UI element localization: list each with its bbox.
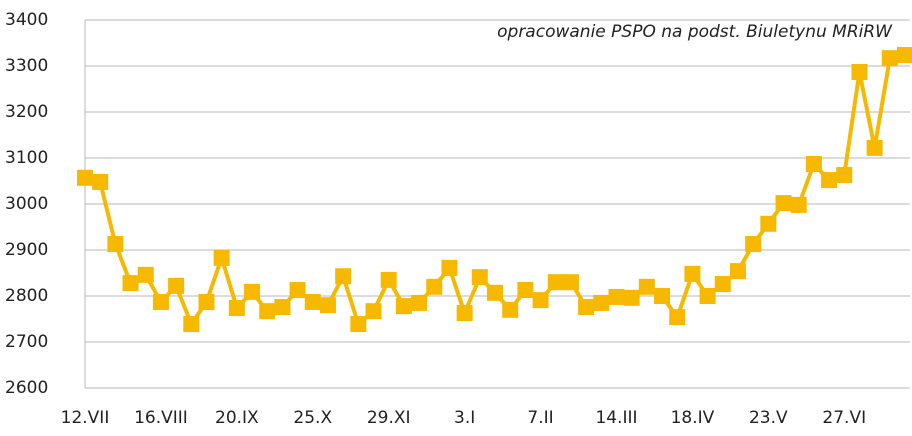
marker <box>441 259 458 276</box>
y-tick-label: 2800 <box>5 286 48 306</box>
x-tick-label: 16.VIII <box>134 408 188 428</box>
series-line <box>84 53 906 327</box>
marker <box>456 305 473 322</box>
marker <box>790 196 807 213</box>
marker <box>289 282 306 299</box>
marker <box>821 172 838 189</box>
marker <box>411 294 428 311</box>
marker <box>168 277 185 294</box>
marker <box>593 294 610 311</box>
marker <box>836 167 853 184</box>
marker <box>623 289 640 306</box>
marker <box>228 299 245 316</box>
x-tick-label: 12.VII <box>61 408 110 428</box>
marker <box>866 139 883 156</box>
marker <box>714 276 731 293</box>
marker <box>638 278 655 295</box>
marker <box>760 215 777 232</box>
marker <box>502 301 519 318</box>
y-tick-label: 3400 <box>5 10 48 30</box>
annotation: opracowanie PSPO na podst. Biuletynu MRi… <box>497 22 893 42</box>
marker <box>775 195 792 212</box>
marker <box>729 263 746 280</box>
marker <box>562 274 579 291</box>
y-tick-label: 3200 <box>5 102 48 122</box>
marker <box>92 173 109 190</box>
y-tick-label: 2900 <box>5 240 48 260</box>
marker <box>274 299 291 316</box>
marker <box>259 303 276 320</box>
x-tick-label: 18.IV <box>671 408 715 428</box>
x-tick-label: 25.X <box>293 408 332 428</box>
marker <box>335 268 352 285</box>
x-tick-label: 20.IX <box>215 408 259 428</box>
x-tick-label: 23.V <box>749 408 788 428</box>
marker <box>547 274 564 291</box>
marker <box>532 292 549 309</box>
marker <box>881 50 898 67</box>
marker <box>183 316 200 333</box>
marker <box>152 293 169 310</box>
x-tick-label: 14.III <box>595 408 637 428</box>
y-tick-label: 2600 <box>5 378 48 398</box>
marker <box>684 265 701 282</box>
marker <box>745 236 762 253</box>
marker <box>897 46 912 63</box>
marker <box>578 299 595 316</box>
marker <box>805 155 822 172</box>
marker <box>137 266 154 283</box>
marker <box>471 269 488 286</box>
marker <box>380 271 397 288</box>
x-tick-label: 27.VI <box>822 408 866 428</box>
marker <box>107 236 124 253</box>
x-tick-label: 7.II <box>527 408 553 428</box>
marker <box>395 298 412 315</box>
marker <box>198 293 215 310</box>
marker <box>517 282 534 299</box>
y-tick-label: 3100 <box>5 148 48 168</box>
marker <box>304 293 321 310</box>
marker <box>122 275 139 292</box>
marker <box>851 63 868 80</box>
x-tick-label: 29.XI <box>367 408 411 428</box>
marker <box>426 278 443 295</box>
marker <box>487 284 503 301</box>
y-tick-label: 3300 <box>5 56 48 76</box>
y-tick-label: 2700 <box>5 332 48 352</box>
marker <box>77 169 93 186</box>
x-tick-label: 3.I <box>454 408 475 428</box>
y-tick-label: 3000 <box>5 194 48 214</box>
marker <box>608 288 625 305</box>
marker <box>669 309 686 326</box>
marker <box>244 283 261 300</box>
marker <box>699 288 716 304</box>
marker <box>213 249 230 266</box>
marker <box>319 297 336 314</box>
marker <box>654 288 671 304</box>
marker <box>350 316 367 333</box>
marker <box>365 303 382 320</box>
